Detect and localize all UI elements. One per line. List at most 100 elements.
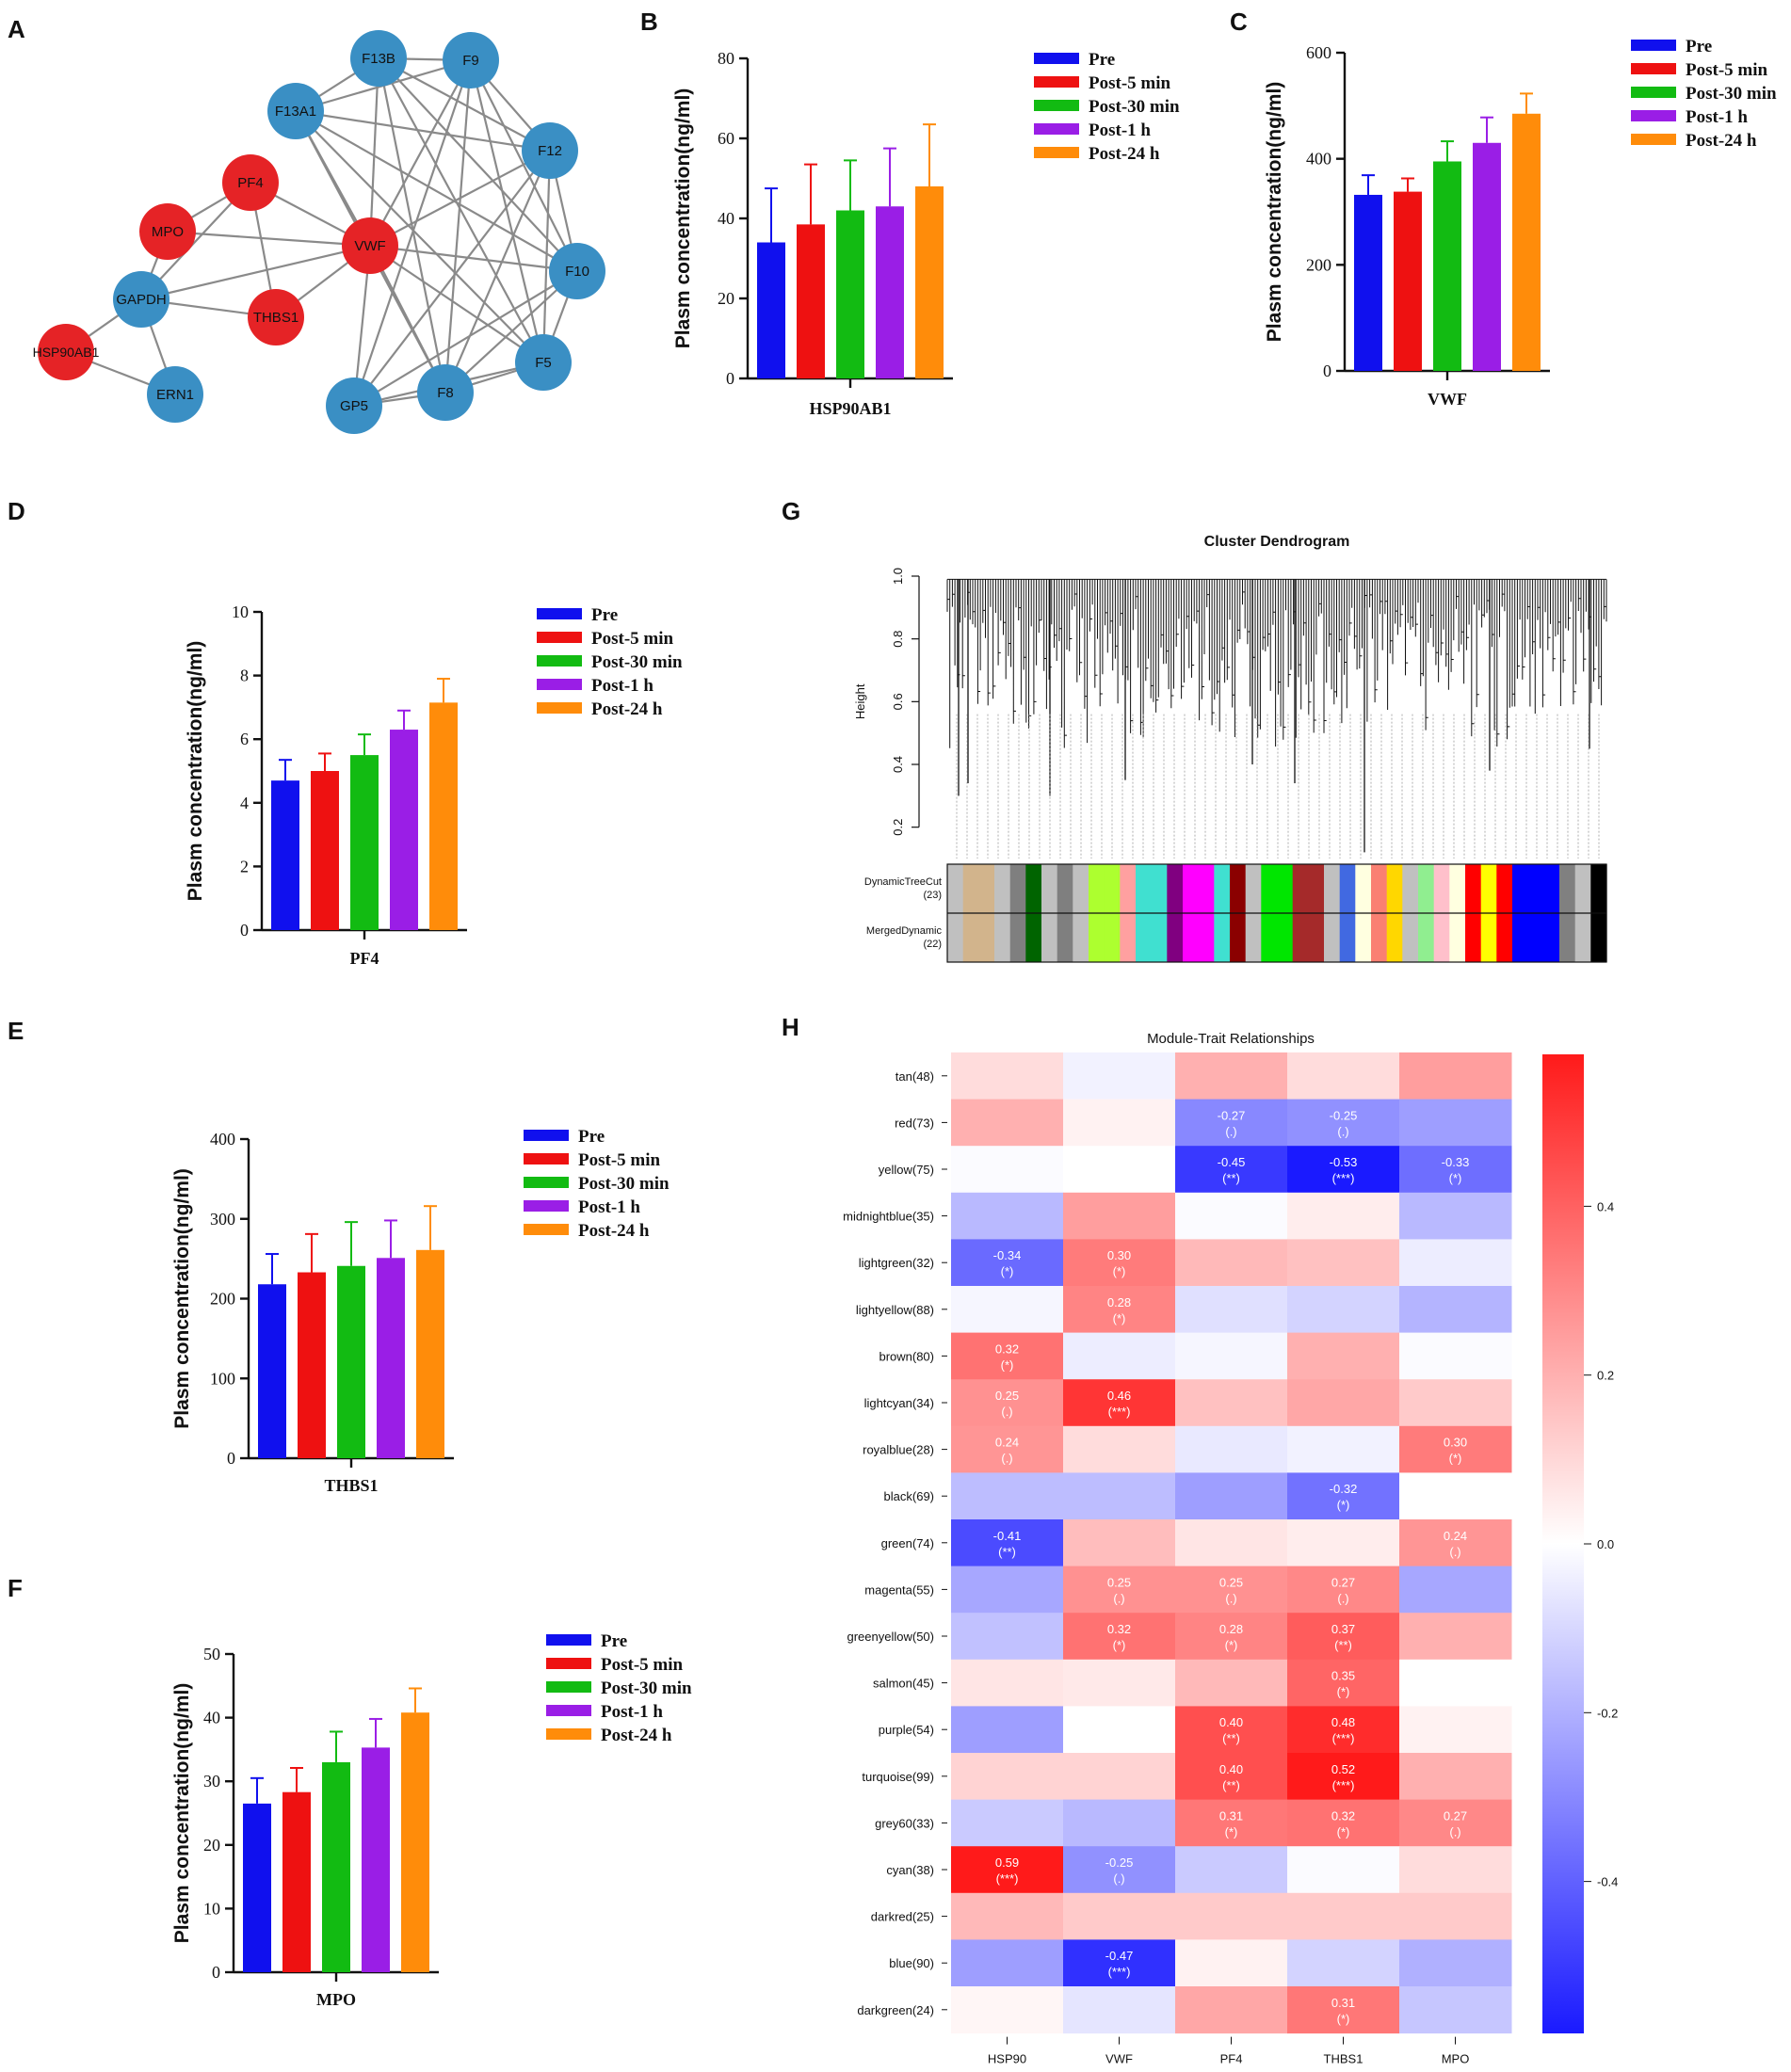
legend-swatch [524, 1224, 569, 1235]
heatmap-cell [1063, 1099, 1176, 1147]
module-color-band [962, 913, 979, 962]
heatmap-cell [1399, 1892, 1512, 1940]
dendrogram-y-label: Height [853, 683, 867, 719]
heatmap-cell-significance: (.) [1449, 1824, 1460, 1839]
legend-label: Post-24 h [601, 1726, 672, 1745]
legend-label: Pre [578, 1127, 605, 1147]
heatmap-cell-significance: (**) [1222, 1171, 1240, 1185]
module-color-band [1198, 864, 1215, 913]
heatmap-cell-value: -0.27 [1218, 1108, 1246, 1122]
heatmap-row-label: magenta(55) [864, 1582, 934, 1597]
heatmap-cell-significance: (*) [1449, 1171, 1462, 1185]
heatmap-row-label: lightyellow(88) [856, 1303, 934, 1317]
bar-pre [258, 1284, 286, 1458]
heatmap-cell [1287, 1052, 1400, 1100]
network-edge-f12-f8 [444, 150, 552, 394]
heatmap-cell [951, 1706, 1064, 1754]
heatmap-cell [1287, 1892, 1400, 1940]
module-color-band [1433, 864, 1450, 913]
module-color-band [1261, 913, 1278, 962]
heatmap-cell [1063, 1846, 1176, 1894]
heatmap-row-yellow: yellow(75) -0.45 (**) -0.53 (***) -0.33 (*) [879, 1146, 1512, 1194]
y-tick-label: 300 [210, 1210, 235, 1229]
legend-swatch [1034, 53, 1079, 64]
module-color-band [1277, 864, 1294, 913]
bar-post-30-min [350, 755, 379, 930]
heatmap-cell-value: -0.33 [1442, 1155, 1470, 1169]
module-color-band [994, 864, 1011, 913]
bar-post-1-h [377, 1258, 405, 1458]
heatmap-cell-value: 0.46 [1107, 1389, 1131, 1403]
module-color-band [994, 913, 1011, 962]
heatmap-cell [1399, 1799, 1512, 1847]
legend-swatch [546, 1705, 591, 1716]
bar-post-1-h [390, 730, 418, 930]
y-tick-label: 400 [1306, 150, 1331, 169]
dendrogram-y-tick-label: 0.4 [891, 756, 905, 773]
heatmap-row-tan: tan(48) [896, 1052, 1512, 1100]
heatmap-cell-value: 0.28 [1107, 1295, 1131, 1309]
node-circle [38, 324, 94, 380]
heatmap-cell-significance: (.) [1449, 1545, 1460, 1559]
heatmap-cell-significance: (***) [1332, 1171, 1355, 1185]
heatmap-cell [1175, 1052, 1288, 1100]
module-color-band [1214, 864, 1231, 913]
network-edge-f5-vwf [369, 245, 544, 363]
legend-label: Post-30 min [591, 652, 683, 672]
heatmap-cell-significance: (.) [1001, 1405, 1012, 1419]
heatmap-cell [1287, 1239, 1400, 1287]
y-tick-label: 200 [1306, 255, 1331, 274]
heatmap-cell [951, 1519, 1064, 1567]
legend-label: Post-30 min [1089, 97, 1180, 117]
node-circle [248, 289, 304, 345]
node-gapdh: GAPDH [113, 271, 169, 328]
module-color-band [1041, 864, 1058, 913]
heatmap-cell [1287, 1846, 1400, 1894]
heatmap-cell-significance: (**) [1334, 1638, 1352, 1652]
legend-swatch [1631, 40, 1676, 51]
module-color-band [1512, 864, 1529, 913]
heatmap-cell [951, 1379, 1064, 1427]
colorbar-tick-label: -0.2 [1597, 1706, 1618, 1720]
row-label-dynamic-count: (23) [923, 890, 942, 901]
heatmap-cell-significance: (*) [1337, 1498, 1350, 1512]
module-color-band [1449, 913, 1466, 962]
legend-swatch [546, 1728, 591, 1740]
bar-post-1-h [1473, 142, 1501, 371]
y-tick-label: 40 [718, 209, 734, 228]
colorbar [1542, 1054, 1584, 2033]
module-color-band [1543, 913, 1560, 962]
heatmap-row-magenta: magenta(55) 0.25 (.) 0.25 (.) 0.27 (.) [864, 1566, 1512, 1614]
heatmap-row-darkgreen: darkgreen(24) 0.31 (*) [857, 1986, 1512, 2034]
heatmap-cell-value: 0.35 [1331, 1669, 1355, 1683]
heatmap-cell [1287, 1099, 1400, 1147]
heatmap-cell-significance: (.) [1001, 1452, 1012, 1466]
module-color-band [1198, 913, 1215, 962]
node-circle [113, 271, 169, 328]
heatmap-row-label: midnightblue(35) [843, 1210, 934, 1224]
network-edge-f13b-vwf [368, 57, 380, 247]
bar-post-24-h [416, 1249, 444, 1458]
node-label: F13A1 [275, 104, 316, 120]
node-label: GP5 [340, 398, 368, 414]
heatmap-row-label: purple(54) [879, 1723, 934, 1737]
heatmap-cell-significance: (**) [1222, 1731, 1240, 1745]
heatmap-row-label: grey60(33) [875, 1816, 934, 1830]
heatmap-cell [951, 1753, 1064, 1801]
legend-swatch [524, 1130, 569, 1141]
heatmap-cell [1287, 1939, 1400, 1987]
heatmap-cell [951, 1239, 1064, 1287]
heatmap-cell-value: 0.30 [1444, 1436, 1467, 1450]
panel-label-d: D [8, 497, 25, 525]
x-axis-label: THBS1 [324, 1476, 378, 1495]
network-edge-f12-vwf [369, 150, 551, 247]
legend-label: Post-24 h [1686, 131, 1757, 151]
heatmap-cell [1063, 1519, 1176, 1567]
node-label: PF4 [237, 175, 264, 191]
node-ern1: ERN1 [147, 366, 203, 423]
network-edge-f9-f10 [470, 59, 578, 272]
heatmap-cell [1063, 1939, 1176, 1987]
legend-swatch [546, 1681, 591, 1693]
bar-post-30-min [836, 210, 864, 378]
